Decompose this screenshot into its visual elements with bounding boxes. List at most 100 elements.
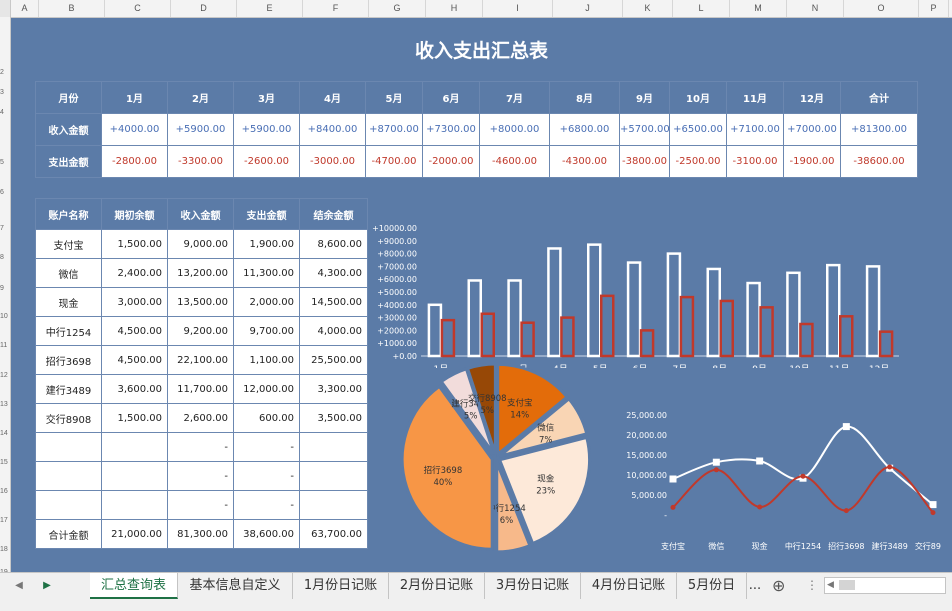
summary-value-cell[interactable]: -38600.00 (840, 145, 918, 178)
summary-header-cell[interactable]: 3月 (233, 81, 300, 114)
account-header-cell[interactable]: 结余金额 (299, 198, 368, 230)
account-header-cell[interactable]: 期初余额 (101, 198, 168, 230)
row-number[interactable]: 8 (0, 254, 4, 261)
column-letter[interactable]: L (673, 0, 730, 17)
row-number[interactable]: 5 (0, 159, 4, 166)
account-cell[interactable]: - (167, 461, 234, 491)
account-cell[interactable]: 1,500.00 (101, 229, 168, 259)
summary-value-cell[interactable]: +5900.00 (233, 113, 300, 146)
account-cell[interactable] (101, 461, 168, 491)
account-cell[interactable]: 招行3698 (35, 345, 102, 375)
summary-value-cell[interactable]: -2500.00 (669, 145, 727, 178)
account-cell[interactable]: 中行1254 (35, 316, 102, 346)
account-total-cell[interactable]: 63,700.00 (299, 519, 368, 549)
summary-value-cell[interactable]: +6500.00 (669, 113, 727, 146)
summary-header-cell[interactable]: 12月 (783, 81, 841, 114)
account-cell[interactable]: 2,000.00 (233, 287, 300, 317)
account-cell[interactable]: 9,700.00 (233, 316, 300, 346)
account-header-cell[interactable]: 支出金额 (233, 198, 300, 230)
account-cell[interactable] (101, 490, 168, 520)
account-total-cell[interactable]: 合计金额 (35, 519, 102, 549)
sheet-tab[interactable]: 5月份日 (677, 573, 747, 599)
account-cell[interactable]: 4,300.00 (299, 258, 368, 288)
account-total-cell[interactable]: 38,600.00 (233, 519, 300, 549)
summary-row-label[interactable]: 收入金额 (35, 113, 102, 146)
summary-value-cell[interactable]: +5700.00 (619, 113, 670, 146)
account-cell[interactable]: 4,500.00 (101, 316, 168, 346)
summary-value-cell[interactable]: +7300.00 (422, 113, 480, 146)
account-cell[interactable]: 13,500.00 (167, 287, 234, 317)
account-cell[interactable]: - (233, 432, 300, 462)
account-header-cell[interactable]: 收入金额 (167, 198, 234, 230)
summary-header-cell[interactable]: 8月 (549, 81, 620, 114)
row-number[interactable]: 11 (0, 342, 8, 349)
account-cell[interactable]: 11,700.00 (167, 374, 234, 404)
column-letter[interactable]: E (237, 0, 303, 17)
account-cell[interactable]: 4,500.00 (101, 345, 168, 375)
account-cell[interactable]: 3,300.00 (299, 374, 368, 404)
scroll-thumb[interactable] (839, 580, 855, 590)
tab-more[interactable]: ... (748, 578, 762, 593)
sheet-tab[interactable]: 汇总查询表 (90, 573, 178, 599)
column-letter[interactable]: C (105, 0, 171, 17)
summary-header-cell[interactable]: 9月 (619, 81, 670, 114)
account-cell[interactable]: 4,000.00 (299, 316, 368, 346)
row-number[interactable]: 12 (0, 372, 8, 379)
sheet-tab[interactable]: 基本信息自定义 (178, 573, 293, 599)
prev-sheet-icon[interactable]: ◀ (15, 580, 23, 591)
more-options-icon[interactable]: ⋮ (806, 578, 818, 592)
account-cell[interactable]: 3,500.00 (299, 403, 368, 433)
summary-value-cell[interactable]: +7100.00 (726, 113, 784, 146)
account-cell[interactable]: 11,300.00 (233, 258, 300, 288)
sheet-tab[interactable]: 2月份日记账 (389, 573, 485, 599)
row-number[interactable]: 3 (0, 89, 4, 96)
summary-header-cell[interactable]: 7月 (479, 81, 550, 114)
account-cell[interactable] (299, 461, 368, 491)
account-cell[interactable]: - (233, 490, 300, 520)
row-number[interactable]: 14 (0, 430, 8, 437)
account-cell[interactable] (35, 490, 102, 520)
summary-value-cell[interactable]: -3100.00 (726, 145, 784, 178)
row-number[interactable]: 19 (0, 569, 10, 572)
row-number[interactable]: 13 (0, 401, 8, 408)
summary-value-cell[interactable]: -3800.00 (619, 145, 670, 178)
summary-value-cell[interactable]: +5900.00 (167, 113, 234, 146)
row-number[interactable]: 7 (0, 225, 4, 232)
account-cell[interactable]: 2,400.00 (101, 258, 168, 288)
account-cell[interactable]: 9,000.00 (167, 229, 234, 259)
row-number[interactable]: 17 (0, 517, 8, 524)
row-number[interactable]: 9 (0, 285, 4, 292)
column-letter[interactable]: G (369, 0, 426, 17)
row-number[interactable]: 18 (0, 546, 8, 553)
account-cell[interactable]: 3,600.00 (101, 374, 168, 404)
summary-header-cell[interactable]: 2月 (167, 81, 234, 114)
column-letter[interactable]: H (426, 0, 483, 17)
summary-value-cell[interactable]: -4700.00 (365, 145, 423, 178)
column-letter[interactable]: A (11, 0, 39, 17)
sheet-tab[interactable]: 3月份日记账 (485, 573, 581, 599)
column-letter[interactable]: P (919, 0, 949, 17)
account-cell[interactable]: 12,000.00 (233, 374, 300, 404)
account-cell[interactable]: 600.00 (233, 403, 300, 433)
summary-value-cell[interactable]: +6800.00 (549, 113, 620, 146)
next-sheet-icon[interactable]: ▶ (43, 580, 51, 591)
summary-header-cell[interactable]: 11月 (726, 81, 784, 114)
account-total-cell[interactable]: 81,300.00 (167, 519, 234, 549)
column-letter[interactable]: N (787, 0, 844, 17)
account-cell[interactable]: 建行3489 (35, 374, 102, 404)
summary-value-cell[interactable]: -2000.00 (422, 145, 480, 178)
summary-row-label[interactable]: 支出金额 (35, 145, 102, 178)
scroll-left-icon[interactable]: ◀ (827, 580, 834, 590)
account-cell[interactable]: 2,600.00 (167, 403, 234, 433)
column-letter[interactable]: D (171, 0, 237, 17)
account-cell[interactable]: - (233, 461, 300, 491)
account-cell[interactable] (35, 432, 102, 462)
summary-header-cell[interactable]: 1月 (101, 81, 168, 114)
account-cell[interactable]: 9,200.00 (167, 316, 234, 346)
column-letter[interactable]: B (39, 0, 105, 17)
column-letter[interactable]: O (844, 0, 919, 17)
account-cell[interactable]: 交行8908 (35, 403, 102, 433)
account-cell[interactable] (299, 490, 368, 520)
row-number[interactable]: 6 (0, 189, 4, 196)
summary-value-cell[interactable]: -4600.00 (479, 145, 550, 178)
